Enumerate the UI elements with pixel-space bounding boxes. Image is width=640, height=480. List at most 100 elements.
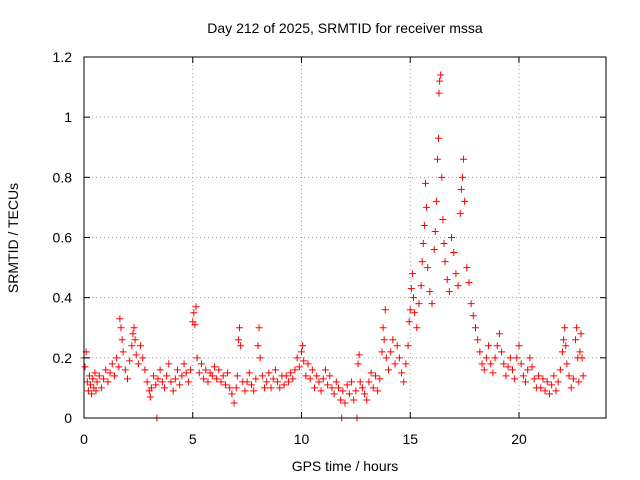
data-point [426,288,434,296]
data-point [208,372,216,380]
data-point [535,372,543,380]
data-point [131,336,139,344]
data-point [269,375,277,383]
data-point [165,360,173,368]
data-point [304,360,312,368]
data-point [95,372,103,380]
data-point [458,173,466,181]
data-point [228,390,236,398]
data-point [519,372,527,380]
data-point [261,384,269,392]
y-tick-label: 1 [64,109,72,125]
data-point [498,348,506,356]
data-point [387,348,395,356]
data-point [576,348,584,356]
data-point [308,366,316,374]
data-point [121,366,129,374]
data-point [219,372,227,380]
data-point [84,387,92,395]
data-point [241,387,249,395]
y-tick-label: 0.6 [53,230,73,246]
data-points [80,71,587,422]
data-point [456,209,464,217]
data-point [517,360,525,368]
data-point [550,372,558,380]
data-point [154,375,162,383]
data-point [579,372,587,380]
data-point [116,315,124,323]
data-point [150,372,158,380]
data-point [554,378,562,386]
data-point [457,185,465,193]
data-point [118,336,126,344]
data-point [395,354,403,362]
data-point [393,342,401,350]
data-point [130,324,138,332]
data-point [438,173,446,181]
data-point [137,342,145,350]
data-point [355,351,363,359]
data-point [572,336,580,344]
data-point [478,360,486,368]
data-point [256,354,264,362]
data-point [445,288,453,296]
data-point [537,384,545,392]
data-point [405,318,413,326]
data-point [265,369,273,377]
data-point [371,372,379,380]
data-point [560,336,568,344]
data-point [287,369,295,377]
data-point [408,270,416,278]
data-point [363,396,371,404]
data-point [237,342,245,350]
data-point [402,360,410,368]
data-point [506,354,514,362]
data-point [291,366,299,374]
y-tick-label: 0.2 [53,350,73,366]
data-point [350,396,358,404]
data-point [561,324,569,332]
data-point [190,309,198,317]
data-point [187,366,195,374]
data-point [88,390,96,398]
y-tick-label: 1.2 [53,49,73,65]
data-point [328,384,336,392]
data-point [97,384,105,392]
data-point [193,354,201,362]
data-point [169,387,177,395]
data-point [332,378,340,386]
data-point [381,306,389,314]
data-point [280,381,288,389]
x-tick-label: 15 [402,431,418,447]
data-point [469,312,477,320]
data-point [495,330,503,338]
data-point [102,366,110,374]
data-point [463,264,471,272]
data-point [85,372,93,380]
data-point [482,354,490,362]
data-point [313,372,321,380]
data-point [354,360,362,368]
data-point [306,375,314,383]
data-point [539,375,547,383]
data-point [106,369,114,377]
data-point [134,360,142,368]
data-point [243,378,251,386]
data-point [147,384,155,392]
data-point [407,285,415,293]
data-point [428,300,436,308]
data-point [385,366,392,374]
data-point [559,348,566,356]
data-point [435,134,443,142]
data-point [356,378,364,386]
data-point [254,342,262,350]
x-tick-label: 10 [294,431,310,447]
data-point [319,375,327,383]
data-point [418,258,426,266]
data-point [410,294,418,302]
data-point [380,336,388,344]
data-point [174,366,182,374]
data-point [348,378,356,386]
data-point [474,336,482,344]
